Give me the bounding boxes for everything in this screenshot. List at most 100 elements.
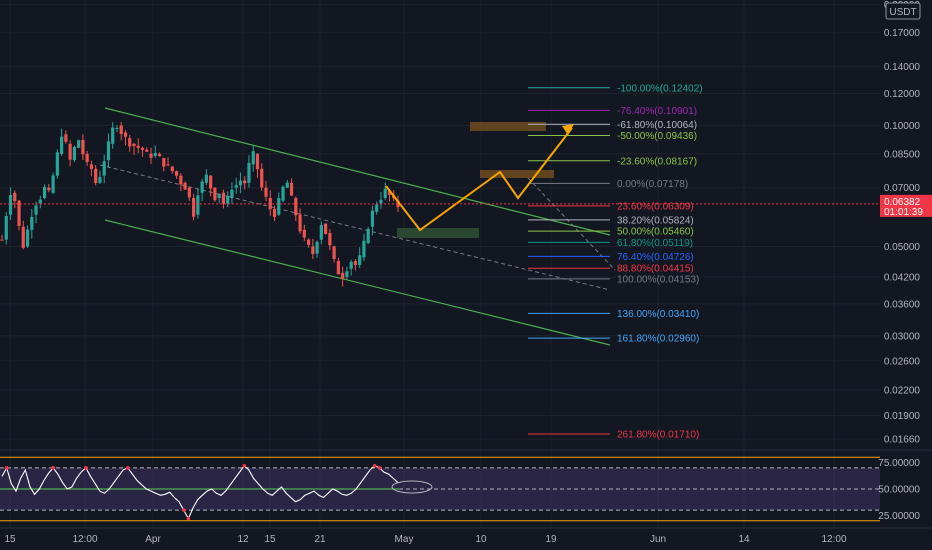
candle-body xyxy=(272,208,277,218)
rsi-extreme-marker xyxy=(181,508,186,512)
candle-body xyxy=(387,190,392,195)
candle-body xyxy=(0,239,4,241)
rsi-tick-label: 50.00000 xyxy=(878,485,920,496)
candle-body xyxy=(128,138,132,147)
candle-body xyxy=(4,216,8,240)
candles xyxy=(0,122,400,287)
candle-body xyxy=(60,136,64,154)
candle-body xyxy=(221,192,226,204)
candle-body xyxy=(285,182,289,188)
x-tick-label: 21 xyxy=(314,534,326,545)
candle-body xyxy=(153,152,157,156)
candle-body xyxy=(38,199,42,204)
fib-level-label: 88.80%(0.04415) xyxy=(617,264,694,275)
candle-body xyxy=(353,261,358,265)
candle-body xyxy=(251,151,255,165)
rsi-panel: 75.00000 50.00000 25.00000 xyxy=(0,456,920,522)
candle-body xyxy=(17,200,21,226)
y-tick-label: 0.14000 xyxy=(884,62,921,73)
zone-boxes xyxy=(397,122,554,238)
fib-level-label: 136.00%(0.03410) xyxy=(617,309,699,320)
candle-body xyxy=(55,152,59,176)
candle-body xyxy=(51,175,55,193)
candle-body xyxy=(21,226,25,248)
fib-levels: -100.00%(0.12402) -76.40%(0.10901) -61.80%… xyxy=(528,83,703,440)
price-axis-panel xyxy=(880,0,932,550)
rsi-extreme-marker xyxy=(84,466,88,470)
candle-body xyxy=(302,229,306,238)
candle-body xyxy=(358,255,362,265)
zone-box-support xyxy=(397,228,479,238)
candle-body xyxy=(260,168,264,188)
candle-body xyxy=(162,157,166,167)
fib-level-label: 76.40%(0.04726) xyxy=(617,252,694,263)
candle-body xyxy=(396,200,400,207)
candle-body xyxy=(370,210,375,227)
candle-body xyxy=(366,228,370,244)
zone-box-resistance xyxy=(470,122,546,131)
candle-body xyxy=(204,174,208,183)
candle-body xyxy=(192,198,196,217)
y-tick-label: 0.08500 xyxy=(884,149,921,160)
candle-body xyxy=(362,240,366,258)
rsi-extreme-marker xyxy=(4,466,9,470)
fib-level-label: 261.80%(0.01710) xyxy=(617,429,699,440)
fib-level-label: -50.00%(0.09436) xyxy=(617,131,697,142)
candle-body xyxy=(94,168,98,184)
candle-body xyxy=(341,272,345,279)
candle-body xyxy=(379,199,383,204)
candle-body xyxy=(238,180,243,186)
y-tick-label: 0.02200 xyxy=(884,385,921,396)
fib-level-label: 50.00%(0.05460) xyxy=(617,227,694,238)
candle-body xyxy=(298,214,302,232)
candle-body xyxy=(217,193,221,199)
y-tick-label: 0.17000 xyxy=(884,28,921,39)
x-tick-label: 12:00 xyxy=(821,534,846,545)
x-tick-label: 15 xyxy=(4,534,16,545)
candle-body xyxy=(34,205,38,215)
y-tick-label: 0.02600 xyxy=(884,356,921,367)
rsi-tick-label: 25.00000 xyxy=(878,511,920,522)
x-tick-label: 10 xyxy=(475,534,487,545)
candle-body xyxy=(209,175,213,189)
candle-body xyxy=(30,217,34,230)
candle-body xyxy=(383,188,387,199)
candle-body xyxy=(8,195,13,215)
rsi-extreme-marker xyxy=(186,516,191,521)
currency-badge[interactable] xyxy=(885,2,921,20)
current-price-label: 0.06382 xyxy=(884,197,921,208)
candle-body xyxy=(149,153,153,158)
candle-body xyxy=(77,140,81,148)
projection-arrow-path xyxy=(385,127,573,232)
candle-body xyxy=(68,143,72,160)
rsi-extreme-marker xyxy=(377,466,382,470)
rsi-tick-label: 75.00000 xyxy=(878,458,920,469)
candle-body xyxy=(230,189,234,199)
candle-body xyxy=(200,181,204,193)
y-tick-label: 0.01660 xyxy=(884,435,921,446)
candle-body xyxy=(64,134,68,142)
x-tick-label: Jun xyxy=(650,534,666,545)
fib-level-label: -76.40%(0.10901) xyxy=(617,106,697,117)
candle-body xyxy=(375,204,379,212)
candle-body xyxy=(183,182,187,190)
price-countdown-label: 01:01:39 xyxy=(884,207,923,218)
x-tick-label: 12:00 xyxy=(72,534,97,545)
candle-body xyxy=(294,198,298,216)
candle-body xyxy=(98,177,102,183)
candle-body xyxy=(306,239,311,245)
candle-body xyxy=(234,185,238,188)
y-tick-label: 0.01900 xyxy=(884,411,921,422)
fib-level-label: 23.60%(0.06309) xyxy=(617,201,694,212)
rsi-extreme-marker xyxy=(51,466,56,470)
fib-level-label: 161.80%(0.02960) xyxy=(617,334,699,345)
projection-arrow-head xyxy=(562,124,574,135)
candle-body xyxy=(336,261,340,275)
projection-dashed-line xyxy=(527,177,616,271)
candle-body xyxy=(311,246,315,255)
candle-body xyxy=(264,187,268,197)
candle-body xyxy=(166,164,170,166)
channel-upper-line xyxy=(104,107,611,236)
x-tick-label: 14 xyxy=(738,534,750,545)
candle-body xyxy=(89,164,94,169)
